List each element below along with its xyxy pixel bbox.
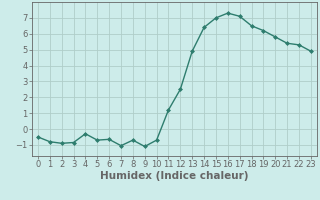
X-axis label: Humidex (Indice chaleur): Humidex (Indice chaleur) [100,171,249,181]
